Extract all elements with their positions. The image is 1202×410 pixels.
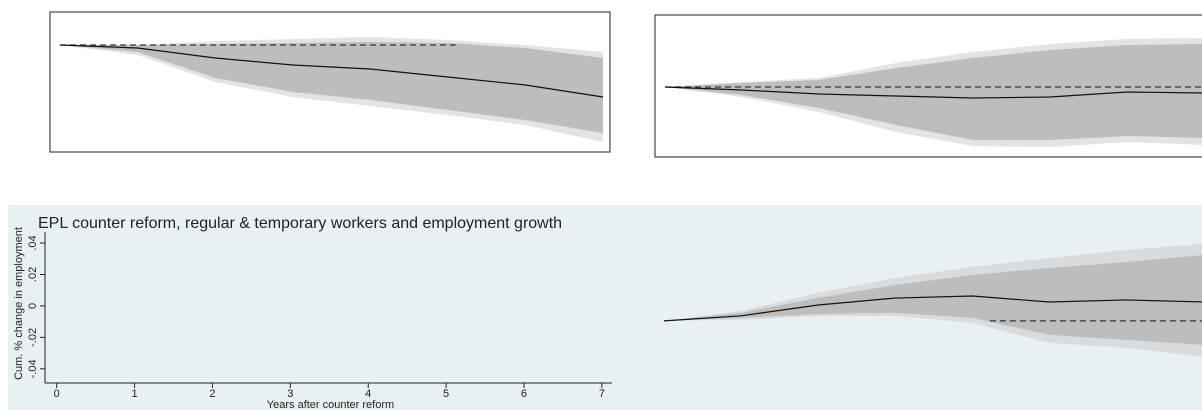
x-tick-label: 2 (209, 388, 215, 400)
panel-frame (654, 14, 1202, 158)
x-tick-label: 4 (365, 388, 371, 400)
estimate-line (663, 295, 1202, 322)
inner-band (665, 44, 1202, 140)
chart-title: EPL counter reform, regular & temporary … (38, 215, 562, 232)
y-tick-label: .04 (27, 235, 39, 250)
y-tick-label: -.04 (27, 359, 39, 378)
y-tick-label: .02 (27, 267, 39, 282)
x-axis-label: Years after counter reform (267, 399, 394, 410)
x-tick-label: 5 (443, 388, 449, 400)
x-tick-label: 1 (132, 388, 138, 400)
panel-frame (49, 11, 611, 153)
y-tick-label: 0 (27, 303, 39, 309)
y-tick-label: -.02 (27, 328, 39, 347)
x-tick-label: 6 (521, 388, 527, 400)
inner-band (60, 42, 604, 133)
x-tick-label: 3 (287, 388, 293, 400)
x-tick-label: 7 (599, 388, 605, 400)
y-axis-label: Cum. % change in employment (13, 227, 25, 380)
estimate-line (664, 86, 1202, 99)
x-tick-label: 0 (54, 388, 60, 400)
estimate-line (60, 44, 604, 98)
inner-band (664, 255, 1202, 345)
